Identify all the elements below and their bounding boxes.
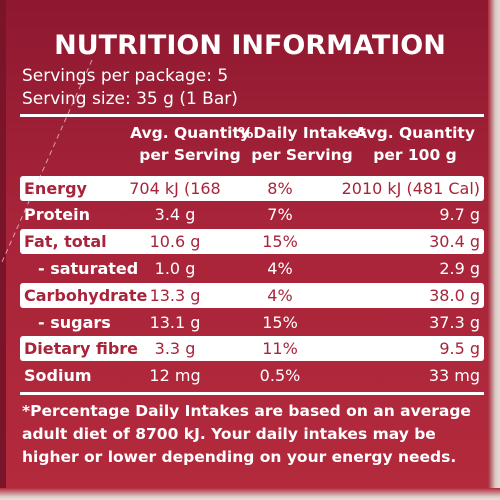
per-100g-value: 30.4 g	[429, 232, 480, 251]
per-serving-value: 3.3 g	[154, 339, 196, 358]
row-label: Carbohydrate	[24, 286, 148, 305]
daily-intake-value: 7%	[267, 205, 293, 224]
header-per-serving-line1: Avg. Quantity	[130, 124, 250, 142]
table-row-sodium: Sodium 12 mg 0.5% 33 mg	[20, 363, 484, 388]
per-serving-value: 12 mg	[149, 366, 201, 385]
per-100g-value: 9.5 g	[439, 339, 480, 358]
daily-intake-value: 0.5%	[259, 366, 301, 385]
header-daily-intake: %Daily Intake* per Serving	[232, 122, 372, 166]
per-100g-value: 37.3 g	[429, 313, 480, 332]
header-daily-intake-line1: %Daily Intake*	[237, 124, 367, 142]
daily-intake-value: 15%	[262, 313, 298, 332]
per-serving-value: 10.6 g	[149, 232, 201, 251]
per-100g-value: 2.9 g	[439, 259, 480, 278]
table-row-energy: Energy 704 kJ (168 Cal) 8% 2010 kJ (481 …	[20, 176, 484, 217]
per-serving-value: 3.4 g	[154, 205, 196, 224]
table-row-sugars: - sugars 13.1 g 15% 37.3 g	[20, 310, 484, 335]
table-row-dietary-fibre: Dietary fibre 3.3 g 11% 9.5 g	[20, 336, 484, 361]
header-per-100g-line1: Avg. Quantity	[355, 124, 475, 142]
per-100g-value: 33 mg	[428, 366, 480, 385]
row-label: Dietary fibre	[24, 339, 139, 358]
table-row-saturated: - saturated 1.0 g 4% 2.9 g	[20, 256, 484, 281]
daily-intake-value: 11%	[262, 339, 298, 358]
header-daily-intake-line2: per Serving	[251, 146, 353, 164]
daily-intake-value: 15%	[262, 232, 298, 251]
header-per-serving: Avg. Quantity per Serving	[120, 122, 260, 166]
package-edge-bottom	[0, 488, 500, 500]
row-label: Sodium	[24, 366, 92, 385]
daily-intake-value: 4%	[267, 259, 293, 278]
per-serving-value: 1.0 g	[154, 259, 196, 278]
row-label: Fat, total	[24, 232, 107, 251]
table-row-carbohydrate: Carbohydrate 13.3 g 4% 38.0 g	[20, 283, 484, 308]
row-label: Energy	[24, 179, 87, 198]
table-row-protein: Protein 3.4 g 7% 9.7 g	[20, 202, 484, 227]
per-serving-value: 704 kJ (168 Cal)	[129, 179, 221, 217]
per-serving-value: 13.1 g	[149, 313, 201, 332]
servings-per-package: Servings per package: 5	[22, 66, 229, 86]
row-label: - sugars	[38, 313, 111, 332]
footnote-line-1: *Percentage Daily Intakes are based on a…	[22, 402, 471, 420]
daily-intake-value: 4%	[267, 286, 293, 305]
package-edge-left	[0, 0, 6, 500]
header-per-100g-line2: per 100 g	[373, 146, 457, 164]
per-100g-value: 9.7 g	[439, 205, 480, 224]
daily-intake-value: 8%	[267, 179, 293, 198]
row-label: - saturated	[38, 259, 139, 278]
per-100g-value: 38.0 g	[429, 286, 480, 305]
row-label: Protein	[24, 205, 90, 224]
footnote-divider	[20, 392, 484, 395]
table-row-fat-total: Fat, total 10.6 g 15% 30.4 g	[20, 229, 484, 254]
daily-intake-footnote: *Percentage Daily Intakes are based on a…	[22, 400, 484, 469]
header-per-100g: Avg. Quantity per 100 g	[340, 122, 490, 166]
per-serving-value: 13.3 g	[149, 286, 201, 305]
panel-title: NUTRITION INFORMATION	[54, 30, 446, 61]
package-edge-right	[488, 0, 500, 500]
per-100g-value: 2010 kJ (481 Cal)	[341, 179, 480, 198]
footnote-line-3: higher or lower depending on your energy…	[22, 448, 457, 466]
footnote-line-2: adult diet of 8700 kJ. Your daily intake…	[22, 425, 436, 443]
serving-size: Serving size: 35 g (1 Bar)	[22, 89, 238, 109]
header-per-serving-line2: per Serving	[139, 146, 241, 164]
header-divider	[20, 114, 484, 117]
